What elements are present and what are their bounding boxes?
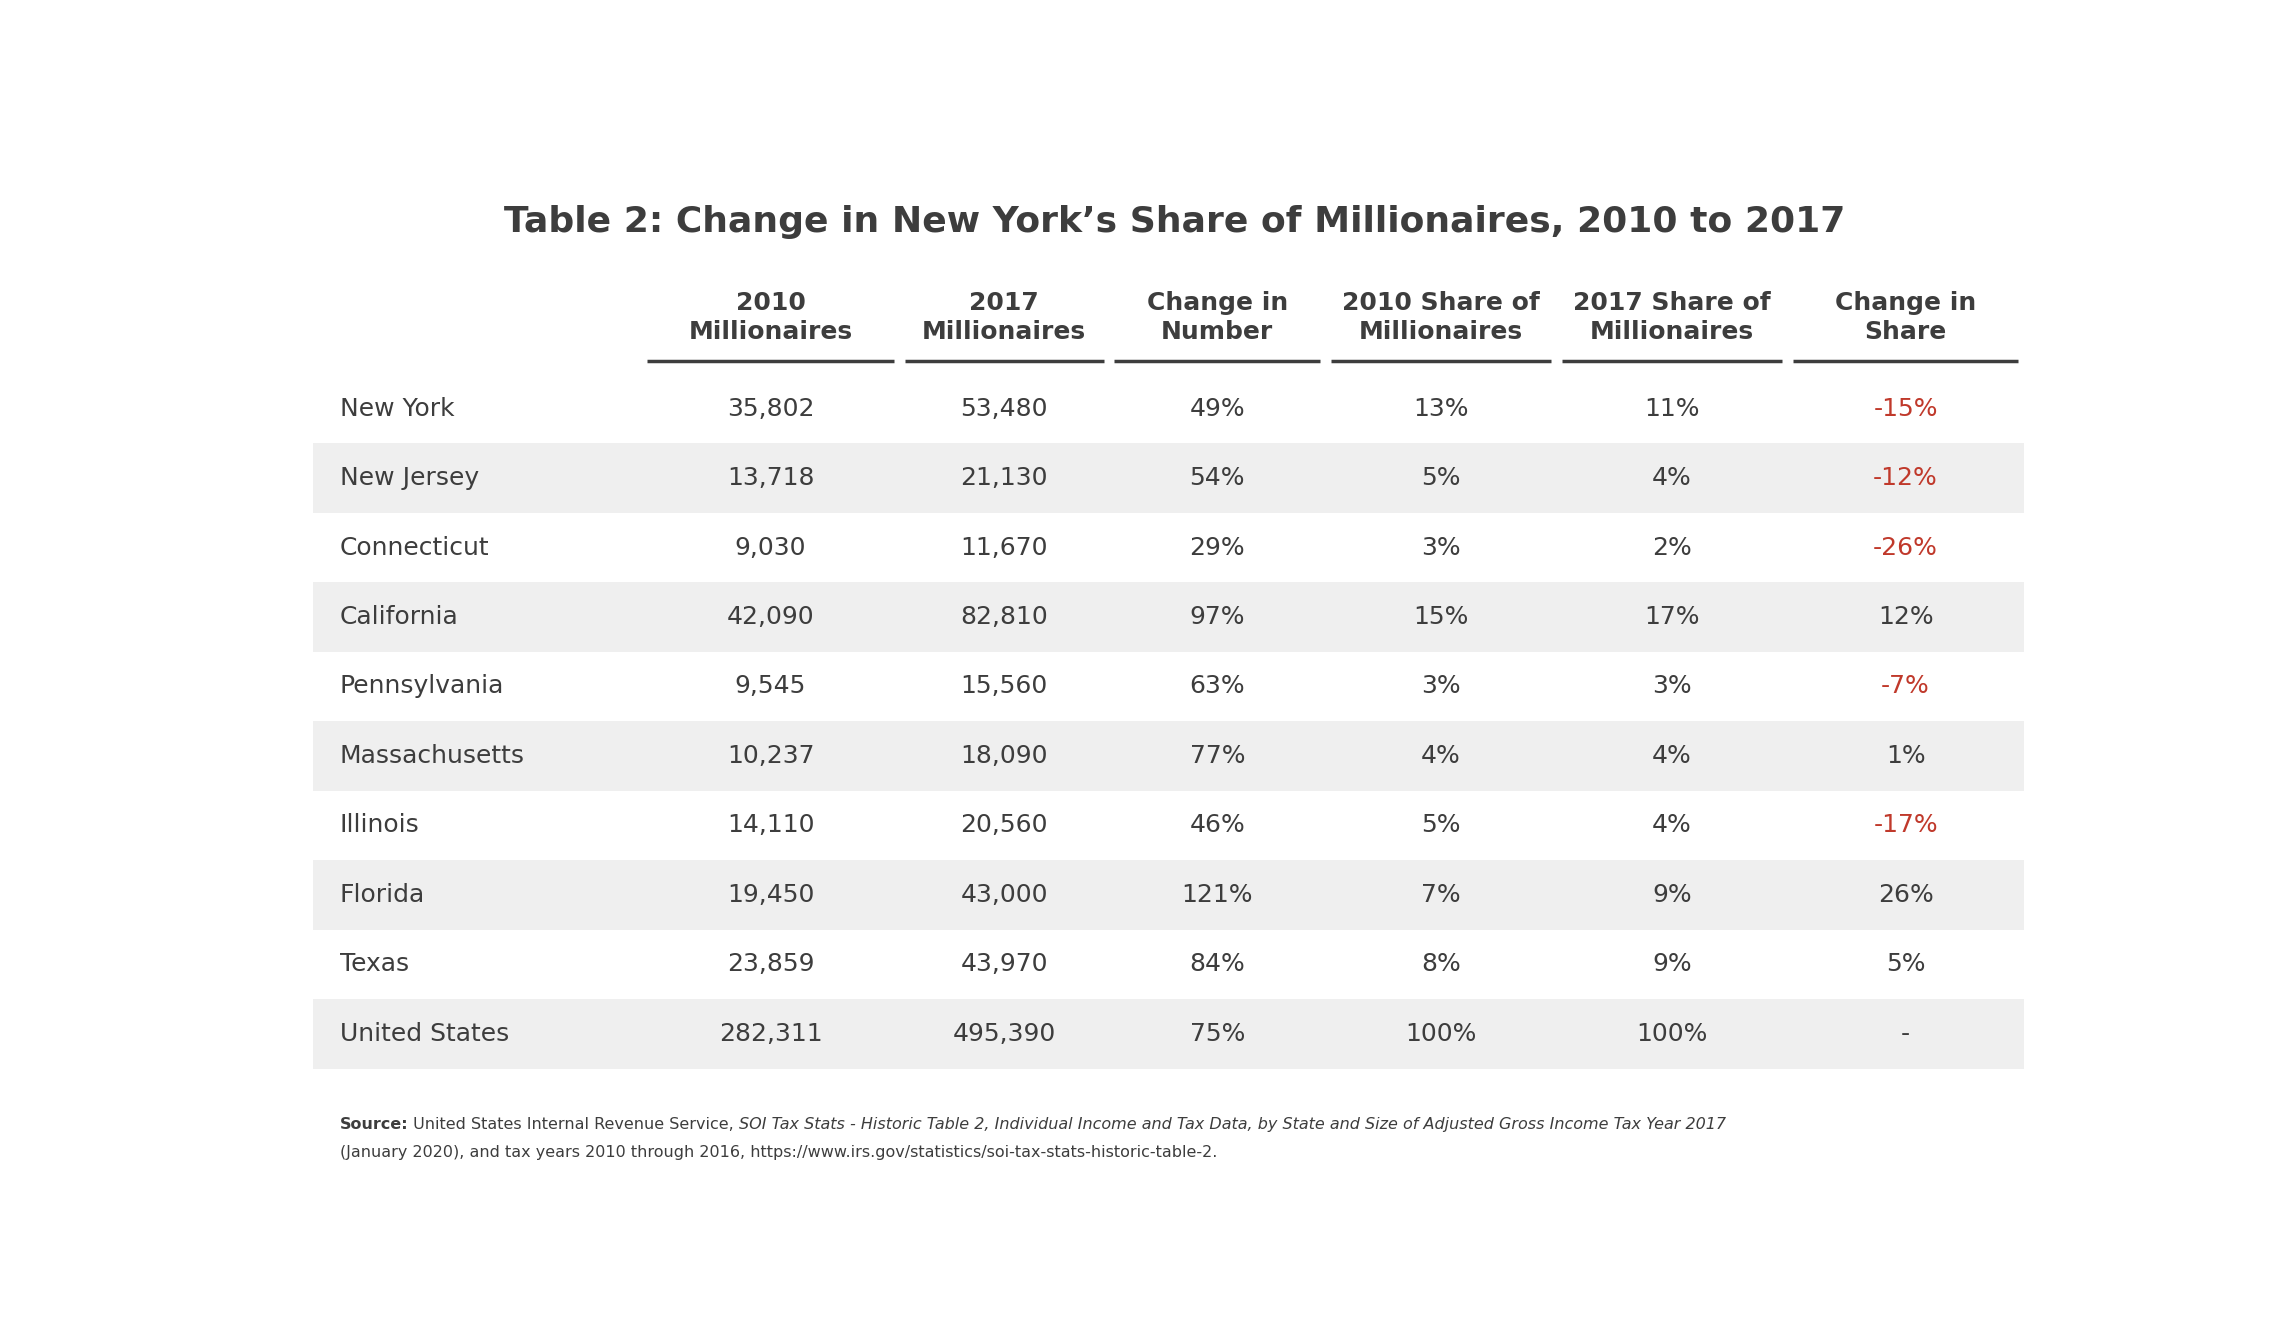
Text: 11,670: 11,670 [960,536,1047,560]
Text: SOI Tax Stats - Historic Table 2, Individual Income and Tax Data, by State and S: SOI Tax Stats - Historic Table 2, Indivi… [740,1117,1726,1132]
Text: 20,560: 20,560 [960,813,1047,837]
Text: (January 2020), and tax years 2010 through 2016, https://www.irs.gov/statistics/: (January 2020), and tax years 2010 throu… [339,1145,1217,1160]
Text: Connecticut: Connecticut [339,536,490,560]
Text: 84%: 84% [1190,953,1245,977]
Bar [314,999,2024,1068]
Text: 21,130: 21,130 [960,466,1047,490]
Text: 63%: 63% [1190,674,1245,698]
Text: 15,560: 15,560 [960,674,1047,698]
Text: New York: New York [339,397,454,421]
Text: 82,810: 82,810 [960,605,1047,629]
Text: -: - [1900,1022,1909,1046]
Text: 7%: 7% [1421,882,1460,906]
Text: 43,000: 43,000 [960,882,1047,906]
Text: 4%: 4% [1653,744,1691,768]
Text: 4%: 4% [1653,813,1691,837]
Text: 1%: 1% [1886,744,1925,768]
Text: -12%: -12% [1873,466,1939,490]
Text: 77%: 77% [1190,744,1245,768]
Text: Change in
Share: Change in Share [1836,291,1976,345]
Text: 12%: 12% [1877,605,1934,629]
Text: 14,110: 14,110 [727,813,814,837]
Text: Change in
Number: Change in Number [1146,291,1288,345]
Text: United States: United States [339,1022,509,1046]
Text: 42,090: 42,090 [727,605,814,629]
Text: 75%: 75% [1190,1022,1245,1046]
Text: 100%: 100% [1636,1022,1708,1046]
Text: 9%: 9% [1653,882,1691,906]
Text: 3%: 3% [1421,536,1460,560]
Text: New Jersey: New Jersey [339,466,479,490]
Bar [314,443,2024,512]
Text: Florida: Florida [339,882,424,906]
Text: 13%: 13% [1414,397,1469,421]
Text: 121%: 121% [1183,882,1254,906]
Text: 2017 Share of
Millionaires: 2017 Share of Millionaires [1572,291,1772,345]
Text: 5%: 5% [1886,953,1925,977]
Text: 17%: 17% [1643,605,1701,629]
Text: 13,718: 13,718 [727,466,814,490]
Text: 11%: 11% [1643,397,1701,421]
Text: -15%: -15% [1873,397,1937,421]
Text: 35,802: 35,802 [727,397,814,421]
Bar [314,722,2024,791]
Text: California: California [339,605,458,629]
Text: 10,237: 10,237 [727,744,814,768]
Text: 5%: 5% [1421,813,1460,837]
Text: 5%: 5% [1421,466,1460,490]
Text: 4%: 4% [1653,466,1691,490]
Text: Source:: Source: [339,1117,408,1132]
Text: Texas: Texas [339,953,408,977]
Text: 8%: 8% [1421,953,1460,977]
Text: 2010 Share of
Millionaires: 2010 Share of Millionaires [1343,291,1540,345]
Text: Pennsylvania: Pennsylvania [339,674,504,698]
Text: 3%: 3% [1421,674,1460,698]
Text: 29%: 29% [1190,536,1245,560]
Text: United States Internal Revenue Service,: United States Internal Revenue Service, [408,1117,740,1132]
Text: 2017
Millionaires: 2017 Millionaires [921,291,1086,345]
Text: 26%: 26% [1877,882,1934,906]
Text: Illinois: Illinois [339,813,419,837]
Text: 19,450: 19,450 [727,882,814,906]
Text: -17%: -17% [1873,813,1939,837]
Text: 2%: 2% [1653,536,1691,560]
Text: 97%: 97% [1190,605,1245,629]
Bar [314,860,2024,930]
Text: 18,090: 18,090 [960,744,1047,768]
Text: 282,311: 282,311 [720,1022,823,1046]
Text: 495,390: 495,390 [953,1022,1057,1046]
Bar [314,583,2024,652]
Text: 43,970: 43,970 [960,953,1047,977]
Text: 3%: 3% [1653,674,1691,698]
Text: -26%: -26% [1873,536,1939,560]
Text: 54%: 54% [1190,466,1245,490]
Text: 23,859: 23,859 [727,953,814,977]
Text: 9,545: 9,545 [736,674,807,698]
Text: 9,030: 9,030 [736,536,807,560]
Text: 15%: 15% [1414,605,1469,629]
Text: 2010
Millionaires: 2010 Millionaires [688,291,853,345]
Text: -7%: -7% [1882,674,1930,698]
Text: Massachusetts: Massachusetts [339,744,525,768]
Text: 49%: 49% [1190,397,1245,421]
Text: 46%: 46% [1190,813,1245,837]
Text: 53,480: 53,480 [960,397,1047,421]
Text: 9%: 9% [1653,953,1691,977]
Text: 100%: 100% [1405,1022,1476,1046]
Text: 4%: 4% [1421,744,1460,768]
Text: Table 2: Change in New York’s Share of Millionaires, 2010 to 2017: Table 2: Change in New York’s Share of M… [504,206,1845,239]
